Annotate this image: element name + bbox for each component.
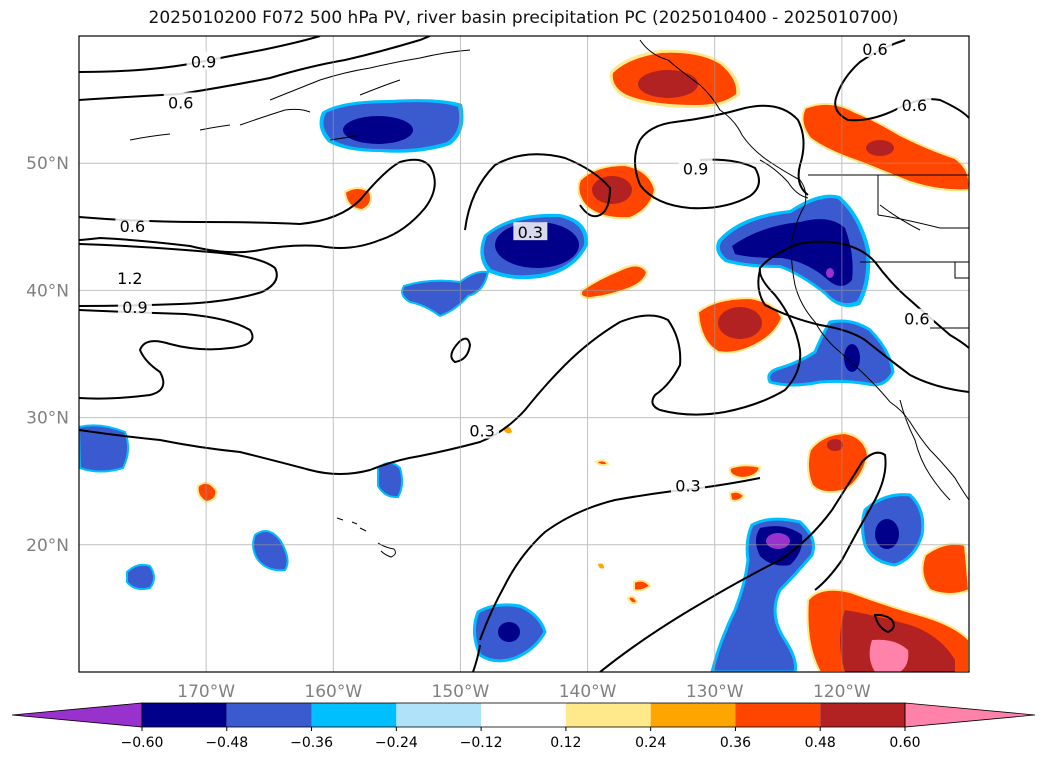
colorbar-tick-label: 0.36 [720, 735, 751, 751]
contour-label: 0.6 [168, 93, 193, 112]
pv-contour-line [464, 153, 612, 231]
contour-label-bg [117, 297, 152, 316]
negative-anomaly-area [767, 319, 895, 387]
contour-label-bg [112, 267, 147, 286]
colorbar-segment [396, 703, 482, 727]
pv-contour-line [472, 644, 481, 672]
contour-label: 0.6 [120, 217, 145, 236]
contour-labels: 0.9 0.6 0.6 1.2 0.9 0.3 0.9 0.6 0.6 0.6 0.3 0.3 [112, 38, 934, 495]
colorbar-segment [142, 703, 227, 727]
pv-contour-line [79, 158, 436, 254]
pv-contour-line [873, 613, 895, 634]
pv-contour-line [634, 139, 760, 210]
colorbar-tick-label: −0.12 [460, 735, 503, 751]
positive-anomaly-area [633, 579, 652, 592]
lon-tick-label: 160°W [304, 682, 362, 702]
pv-contour-line [834, 39, 969, 122]
map-frame [78, 35, 970, 673]
negative-anomaly-area [377, 462, 404, 499]
lon-tick-label: 120°W [813, 682, 871, 702]
pv-contour-line [639, 104, 809, 196]
colorbar-tick-label: 0.12 [550, 735, 581, 751]
colorbar-tick-label: −0.36 [290, 735, 333, 751]
contour-label: 0.6 [902, 96, 927, 115]
colorbar-frame [141, 702, 906, 728]
positive-anomaly-area [626, 595, 639, 605]
contour-label-bg [671, 475, 706, 494]
pv-contours [79, 36, 969, 672]
colorbar-segment [311, 703, 397, 727]
colorbar-extend-max [904, 702, 1036, 728]
contour-label: 0.6 [904, 310, 929, 329]
pv-contour-line [757, 269, 969, 393]
colorbar-segment [565, 703, 651, 727]
negative-anomaly-area [126, 563, 155, 591]
pv-contour-line [450, 337, 472, 364]
lon-tick-label: 130°W [686, 682, 744, 702]
pv-contour-line [79, 249, 802, 475]
contour-label: 0.9 [683, 160, 708, 179]
lat-tick-label: 40°N [26, 281, 69, 301]
colorbar-tick-label: 0.24 [635, 735, 666, 751]
gridlines [79, 36, 969, 672]
contour-label: 0.9 [191, 53, 216, 72]
contour-label-bg [897, 94, 932, 113]
contour-label: 0.9 [122, 298, 147, 317]
colorbar: −0.60 −0.48 −0.36 −0.24 −0.12 0.12 0.24 0.36 0.4… [11, 702, 1036, 751]
lat-tick-label: 20°N [26, 536, 69, 556]
longitude-labels: 170°W 160°W 150°W 140°W 130°W 120°W [177, 682, 871, 702]
negative-anomaly-area [79, 424, 129, 473]
colorbar-tick-label: 0.60 [889, 735, 920, 751]
positive-anomaly-area [728, 490, 746, 502]
contour-label-bg [899, 308, 934, 327]
lon-tick-label: 170°W [177, 682, 235, 702]
contour-label-bg [115, 215, 150, 234]
colorbar-tick-label: −0.60 [121, 735, 164, 751]
coastlines [129, 39, 969, 558]
lat-tick-label: 30°N [26, 409, 69, 429]
negative-anomaly-area [401, 270, 490, 318]
pv-contour-line [784, 240, 969, 349]
lon-tick-label: 140°W [559, 682, 617, 702]
colorbar-tick-label: −0.24 [375, 735, 418, 751]
contour-label: 1.2 [117, 269, 142, 288]
colorbar-extend-min [11, 702, 143, 728]
contour-label-bg [186, 51, 221, 70]
pv-contour-line [599, 451, 887, 672]
positive-anomaly-area [921, 542, 969, 595]
pv-contour-line [79, 36, 431, 101]
positive-anomaly-area [580, 264, 649, 300]
pv-contour-line [79, 309, 254, 400]
figure-title: 2025010200 F072 500 hPa PV, river basin … [148, 8, 899, 28]
colorbar-tick-label: −0.48 [205, 735, 248, 751]
positive-anomaly-area [196, 481, 218, 504]
lon-tick-label: 150°W [432, 682, 490, 702]
colorbar-segment [735, 703, 821, 727]
contour-label: 0.3 [469, 422, 494, 441]
colorbar-tick-label: 0.48 [805, 735, 836, 751]
colorbar-segment [820, 703, 905, 727]
contour-label-bg [857, 38, 892, 57]
contour-label: 0.3 [675, 476, 700, 495]
positive-anomaly-area [728, 464, 762, 480]
contour-label-bg [163, 92, 198, 111]
contour-label-bg [465, 420, 500, 439]
colorbar-segment [481, 703, 566, 727]
colorbar-segment [650, 703, 736, 727]
pv-contour-line [79, 243, 278, 307]
positive-anomaly-area [594, 459, 610, 467]
contour-label: 0.3 [518, 223, 543, 242]
latitude-labels: 20°N 30°N 40°N 50°N [26, 154, 69, 556]
contour-label-bg [513, 222, 548, 241]
precipitation-anomaly-shading [79, 49, 969, 672]
contour-label-bg [678, 158, 713, 177]
positive-anomaly-area [598, 563, 604, 569]
negative-anomaly-area [252, 530, 289, 572]
contour-label: 0.6 [862, 40, 887, 59]
lat-tick-label: 50°N [26, 154, 69, 174]
colorbar-segment [226, 703, 312, 727]
